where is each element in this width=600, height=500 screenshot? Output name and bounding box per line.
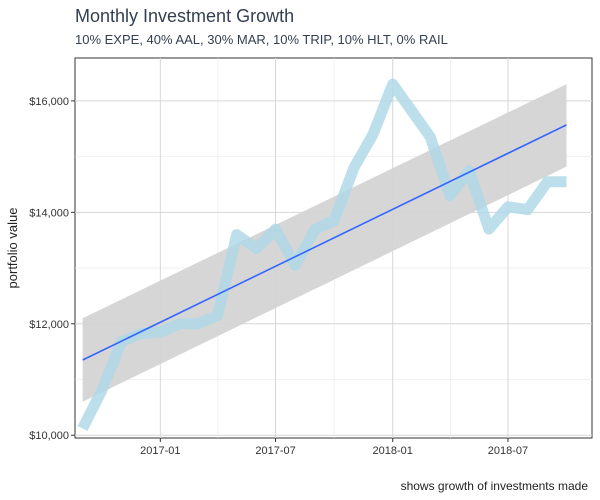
- series-line-0: [77, 78, 567, 431]
- data-point: [566, 181, 567, 182]
- data-point: [82, 428, 83, 429]
- trend-layer: [82, 124, 567, 361]
- data-point: [197, 323, 198, 324]
- y-axis-title: portfolio value: [5, 208, 20, 289]
- trend-line: [82, 124, 567, 361]
- data-point: [334, 220, 335, 221]
- data-point: [275, 229, 276, 230]
- chart-subtitle: 10% EXPE, 40% AAL, 30% MAR, 10% TRIP, 10…: [75, 32, 448, 47]
- data-point: [507, 206, 508, 207]
- data-point: [392, 84, 393, 85]
- data-point: [469, 170, 470, 171]
- data-point: [101, 390, 102, 391]
- data-point: [372, 134, 373, 135]
- data-point: [488, 229, 489, 230]
- chart-title: Monthly Investment Growth: [75, 6, 295, 26]
- data-point: [527, 209, 528, 210]
- y-tick-label: $12,000: [29, 319, 69, 331]
- data-point: [547, 181, 548, 182]
- y-tick-label: $16,000: [29, 96, 69, 108]
- data-point: [180, 323, 181, 324]
- axis-layer: $10,000 $12,000 $14,000 $16,000 2017-01 2017-…: [29, 96, 528, 457]
- data-point: [236, 234, 237, 235]
- x-tick-label: 2018-01: [373, 445, 413, 457]
- data-point: [315, 229, 316, 230]
- data-point: [450, 195, 451, 196]
- data-point: [217, 315, 218, 316]
- series-layer: [77, 78, 567, 431]
- x-tick-label: 2018-07: [488, 445, 528, 457]
- x-tick-label: 2017-01: [140, 445, 180, 457]
- data-point: [430, 137, 431, 138]
- y-tick-label: $14,000: [29, 207, 69, 219]
- data-point: [140, 333, 141, 334]
- data-point: [256, 248, 257, 249]
- chart-caption: shows growth of investments made: [400, 479, 588, 493]
- y-tick-label: $10,000: [29, 430, 69, 442]
- data-point: [295, 265, 296, 266]
- data-point: [160, 332, 161, 333]
- data-point: [412, 112, 413, 113]
- x-tick-label: 2017-07: [255, 445, 295, 457]
- data-point: [353, 167, 354, 168]
